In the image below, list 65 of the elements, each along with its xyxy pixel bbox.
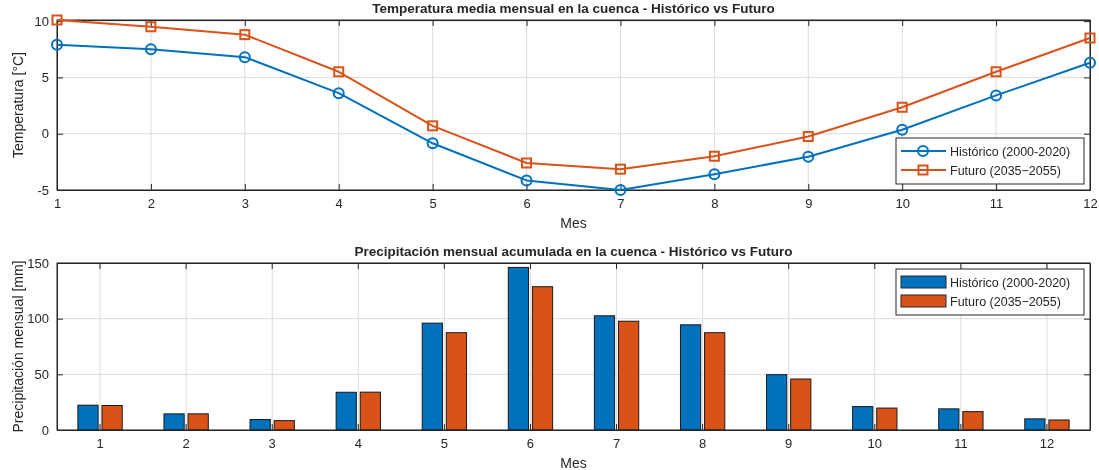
x-tick-label: 11 xyxy=(989,196,1004,212)
chart-title: Temperatura media mensual en la cuenca - Histórico vs Futuro xyxy=(372,1,775,16)
x-tick-label: 4 xyxy=(354,436,362,452)
point xyxy=(708,150,720,162)
x-tick-label: 6 xyxy=(523,196,531,212)
x-tick-label: 10 xyxy=(867,436,883,452)
point xyxy=(802,131,814,143)
point xyxy=(1084,32,1096,44)
point xyxy=(521,157,533,169)
point xyxy=(333,66,345,78)
x-tick-label: 7 xyxy=(617,196,625,212)
point xyxy=(238,51,251,64)
x-tick-label: 4 xyxy=(335,196,343,212)
x-tick-label: 3 xyxy=(241,196,249,212)
point xyxy=(426,137,439,150)
y-axis-title: Temperatura [°C] xyxy=(10,52,26,158)
point xyxy=(802,150,815,163)
y-tick-label: 100 xyxy=(27,311,49,327)
point xyxy=(144,43,157,56)
point xyxy=(145,21,157,33)
y-tick-label: 5 xyxy=(41,70,49,86)
x-tick-label: 11 xyxy=(954,436,968,452)
legend-label: Histórico (2000-2020) xyxy=(950,144,1071,159)
x-tick-label: 5 xyxy=(440,436,448,452)
x-tick-label: 12 xyxy=(1083,196,1098,212)
point xyxy=(520,174,533,187)
point xyxy=(614,163,626,175)
y-tick-label: 0 xyxy=(41,422,49,438)
point xyxy=(896,123,909,136)
y-tick-label: 150 xyxy=(27,255,49,271)
x-tick-label: 3 xyxy=(268,436,276,452)
x-tick-label: 7 xyxy=(612,436,621,452)
point xyxy=(51,38,63,51)
point xyxy=(427,120,439,132)
y-tick-label: 10 xyxy=(34,13,49,29)
chart-title: Precipitación mensual acumulada en la cuenca - Histórico vs Futuro xyxy=(354,244,793,259)
point xyxy=(332,87,345,100)
x-tick-label: 2 xyxy=(147,196,156,212)
x-tick-label: 5 xyxy=(429,196,437,212)
x-axis-title: Mes xyxy=(560,455,587,470)
y-tick-label: 0 xyxy=(41,126,49,142)
y-tick-label: 50 xyxy=(34,366,49,382)
point xyxy=(896,101,908,113)
legend-label: Futuro (2035−2055) xyxy=(950,163,1061,178)
point xyxy=(990,89,1003,102)
point xyxy=(239,29,251,41)
x-tick-label: 8 xyxy=(699,436,707,452)
point xyxy=(990,66,1002,78)
x-tick-label: 1 xyxy=(53,196,62,212)
x-tick-label: 9 xyxy=(805,196,813,212)
point xyxy=(614,184,627,196)
point xyxy=(708,168,721,181)
x-tick-label: 12 xyxy=(1039,436,1055,452)
x-tick-label: 9 xyxy=(785,436,793,452)
y-axis-title: Precipitación mensual [mm] xyxy=(10,260,26,433)
x-axis-title: Mes xyxy=(560,215,587,231)
x-tick-label: 10 xyxy=(895,196,910,212)
point xyxy=(1084,56,1096,69)
x-tick-label: 1 xyxy=(96,436,104,452)
x-tick-label: 2 xyxy=(182,436,190,452)
x-tick-label: 8 xyxy=(711,196,719,212)
y-tick-label: -5 xyxy=(37,182,49,198)
legend-label: Histórico (2000-2020) xyxy=(950,275,1071,290)
x-tick-label: 6 xyxy=(526,436,535,452)
legend-label: Futuro (2035−2055) xyxy=(950,294,1061,309)
